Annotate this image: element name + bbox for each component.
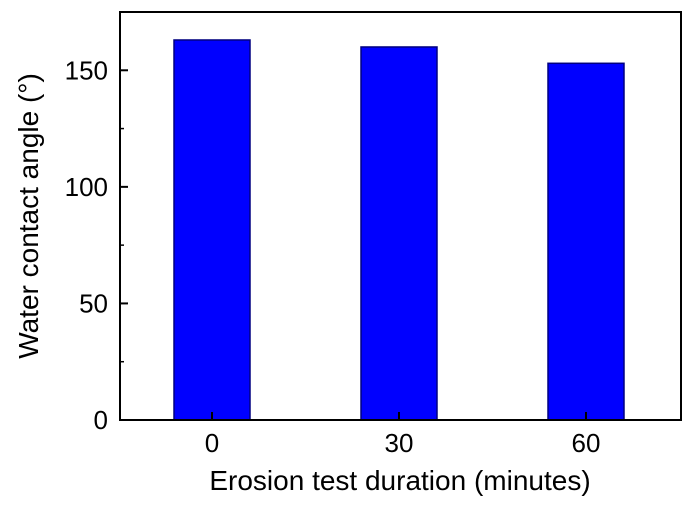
y-axis-title: Water contact angle (°): [13, 73, 44, 359]
bar-60: [547, 62, 625, 421]
x-tick-label-0: 0: [205, 428, 219, 458]
y-tick-label-50: 50: [79, 288, 108, 318]
y-tick-label-150: 150: [65, 55, 108, 85]
x-axis-title: Erosion test duration (minutes): [209, 465, 590, 496]
y-tick-label-0: 0: [94, 405, 108, 435]
x-tick-label-30: 30: [385, 428, 414, 458]
y-axis: 0 50 100 150: [65, 11, 128, 435]
y-tick-label-100: 100: [65, 172, 108, 202]
bar-0: [173, 39, 251, 421]
x-tick-label-60: 60: [572, 428, 601, 458]
bars-group: [173, 39, 625, 421]
plot-frame: [119, 11, 682, 421]
x-axis: 0 30 60: [205, 412, 601, 458]
bar-30: [360, 46, 438, 421]
